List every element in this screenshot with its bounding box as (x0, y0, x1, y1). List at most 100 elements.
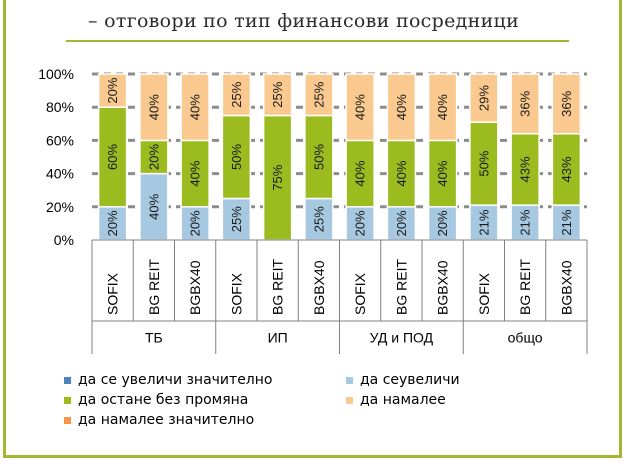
category-label: BGBX40 (311, 260, 327, 315)
bar-segment (510, 133, 540, 206)
data-label: 40% (188, 94, 203, 120)
category-label: BGBX40 (187, 260, 203, 315)
bar-segment (262, 114, 293, 241)
chart-legend: да се увеличи значително да сеувеличи да о… (64, 372, 544, 436)
category-label: BGBX40 (435, 260, 451, 315)
data-label: 20% (105, 210, 120, 236)
title-underline (66, 40, 569, 42)
legend-swatch (64, 376, 71, 384)
bar-segment (139, 73, 169, 142)
group-label: ТБ (145, 330, 163, 346)
bar-segment (469, 73, 499, 123)
legend-item: да намалее (346, 392, 446, 408)
bar-segment (304, 73, 334, 117)
data-label: 50% (229, 144, 244, 170)
data-label: 29% (476, 85, 491, 111)
data-label: 50% (311, 144, 326, 170)
legend-swatch (346, 396, 353, 404)
data-label: 20% (105, 77, 120, 103)
group-label: общо (508, 330, 543, 346)
bar-segment (304, 114, 334, 200)
stacked-bar-chart: 0% 20% 40% 60% 80% 100% 20% 60% 20% 40% 20% 40% 20% 4… (38, 66, 588, 354)
bar-segment (221, 114, 252, 200)
data-label: 40% (146, 94, 161, 120)
data-label: 20% (188, 210, 203, 236)
category-label: BG REIT (146, 259, 162, 315)
category-label: BG REIT (393, 259, 409, 315)
data-label: 40% (394, 94, 409, 120)
legend-label: да се увеличи значително (78, 372, 273, 388)
category-label: BG REIT (517, 259, 533, 315)
legend-item: да намалее значително (64, 412, 254, 428)
data-label: 25% (311, 81, 326, 107)
bar-segment (221, 73, 252, 117)
category-label: BG REIT (270, 259, 286, 315)
bar-segment (386, 73, 417, 142)
bar-segment (97, 106, 128, 208)
bar-segment (180, 139, 210, 208)
group-label: УД и ПОД (370, 330, 434, 346)
y-tick-label: 80% (46, 99, 74, 115)
data-label: 36% (559, 90, 574, 116)
bar-segment (262, 73, 293, 117)
bar-segment (551, 73, 582, 135)
legend-swatch (346, 376, 353, 384)
bar-segment (345, 206, 375, 241)
bar-segment (427, 206, 458, 241)
category-label: SOFIX (228, 272, 244, 315)
legend-item: да остане без промяна (64, 392, 248, 408)
data-label: 50% (476, 150, 491, 176)
data-label: 20% (394, 210, 409, 236)
legend-swatch (64, 416, 71, 424)
category-label: BGBX40 (558, 260, 574, 315)
data-label: 20% (146, 144, 161, 170)
category-label: SOFIX (352, 272, 368, 315)
bar-segment (180, 73, 210, 142)
data-label: 60% (105, 144, 120, 170)
category-label: SOFIX (476, 272, 492, 315)
data-label: 36% (518, 90, 533, 116)
data-label: 25% (229, 81, 244, 107)
legend-item: да сеувеличи (346, 372, 460, 388)
data-label: 40% (188, 160, 203, 186)
bar-segment (386, 139, 417, 208)
legend-label: да сеувеличи (360, 372, 460, 388)
y-tick-label: 100% (38, 66, 74, 82)
data-label: 20% (353, 210, 368, 236)
legend-label: да намалее значително (78, 412, 255, 428)
data-label: 40% (435, 94, 450, 120)
data-label: 40% (394, 160, 409, 186)
bar-segment (97, 206, 128, 241)
data-label: 21% (559, 209, 574, 235)
data-label: 40% (353, 94, 368, 120)
data-label: 75% (270, 164, 285, 190)
data-label: 40% (146, 193, 161, 219)
bar-segment (427, 139, 458, 208)
bar-segment (345, 139, 375, 208)
chart-title: – отговори по тип финансови посредници (88, 10, 520, 32)
category-label: SOFIX (105, 272, 121, 315)
data-label: 43% (559, 156, 574, 182)
data-label: 25% (229, 206, 244, 232)
bar-segment (345, 73, 375, 142)
data-label: 43% (518, 156, 533, 182)
legend-item: да се увеличи значително (64, 372, 272, 388)
legend-swatch (64, 396, 71, 404)
bar-segment (469, 204, 499, 241)
legend-label: да намалее (360, 392, 446, 408)
data-label: 25% (311, 206, 326, 232)
data-label: 21% (518, 209, 533, 235)
group-label: ИП (268, 330, 288, 346)
data-label: 25% (270, 81, 285, 107)
data-label: 20% (435, 210, 450, 236)
y-tick-label: 20% (46, 199, 74, 215)
bar-segment (427, 73, 458, 142)
bar-segment (510, 73, 540, 135)
y-tick-label: 40% (46, 166, 74, 182)
bar-segment (97, 73, 128, 108)
y-tick-label: 0% (54, 232, 74, 248)
y-tick-label: 60% (46, 132, 74, 148)
data-label: 40% (353, 160, 368, 186)
data-label: 40% (435, 160, 450, 186)
legend-label: да остане без промяна (78, 392, 249, 408)
